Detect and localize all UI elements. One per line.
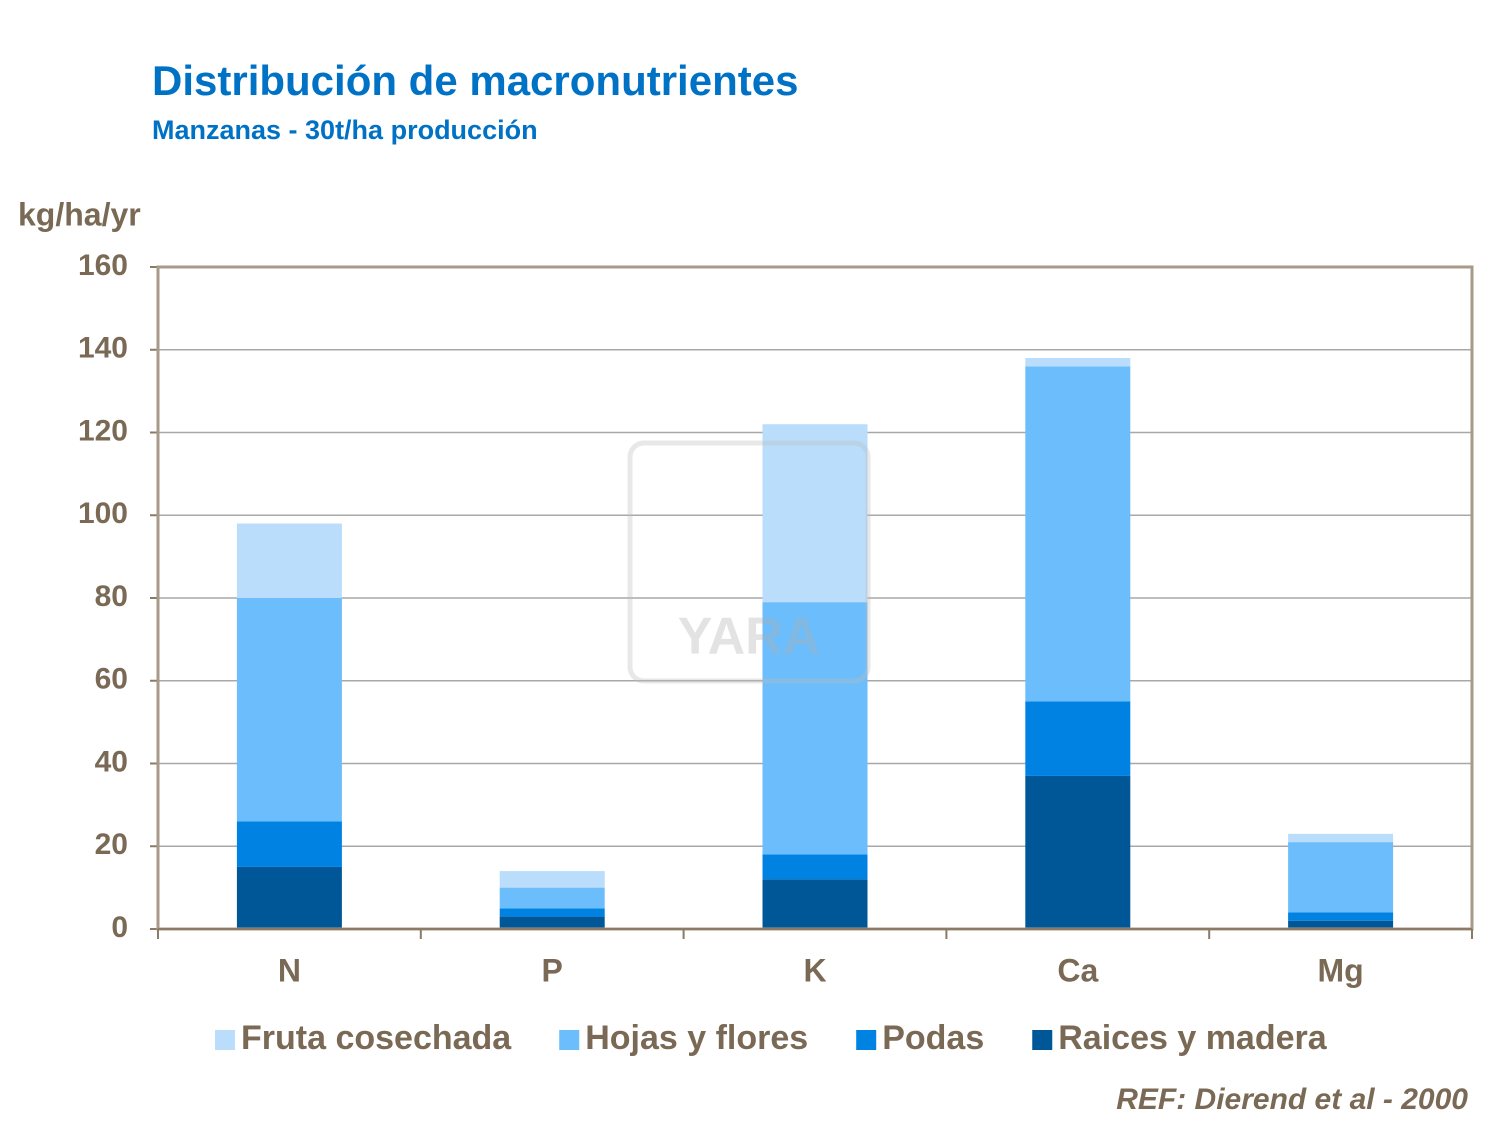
bar-segment — [762, 879, 868, 929]
watermark: YARA — [627, 440, 871, 684]
bar-segment — [1025, 775, 1131, 929]
legend-swatch — [215, 1030, 235, 1050]
x-tick-label: Ca — [1057, 952, 1098, 988]
source: REF: Dierend et al - 2000 — [1116, 1083, 1468, 1116]
y-tick-label: 60 — [95, 663, 128, 696]
watermark-text: YARA — [678, 608, 821, 666]
y-tick-label: 160 — [78, 249, 128, 282]
bar-segment — [1025, 366, 1131, 702]
bar-segment — [1288, 842, 1394, 913]
y-tick-label: 140 — [78, 332, 128, 365]
bar-segment — [1025, 701, 1131, 776]
legend-swatch — [1032, 1030, 1053, 1050]
legend-swatch — [856, 1030, 877, 1050]
bar-segment — [236, 598, 342, 822]
bar-segment — [1288, 912, 1394, 921]
y-tick-label: 120 — [78, 414, 128, 447]
legend-label: Hojas y flores — [585, 1019, 808, 1057]
y-tick-label: 80 — [95, 580, 128, 613]
legend-label: Raices y madera — [1058, 1019, 1327, 1057]
bar-segment — [499, 871, 605, 888]
bar-segment — [499, 908, 605, 917]
legend-swatch — [559, 1030, 580, 1050]
y-tick-label: 20 — [95, 828, 128, 861]
chart-subtitle: Manzanas - 30t/ha producción — [152, 115, 538, 145]
y-tick-label: 100 — [78, 497, 128, 530]
legend-label: Fruta cosechada — [241, 1019, 512, 1057]
bar-segment — [1288, 920, 1394, 929]
chart-title: Distribución de macronutrientes — [152, 57, 798, 104]
legend-label: Podas — [882, 1019, 984, 1057]
bar-segment — [499, 887, 605, 909]
bar-segment — [236, 523, 342, 598]
bar-segment — [499, 916, 605, 929]
x-tick-label: K — [803, 952, 826, 988]
bar-segment — [236, 821, 342, 867]
bar-segment — [762, 424, 868, 603]
y-tick-label: 40 — [95, 745, 128, 778]
x-tick-label: N — [278, 952, 301, 988]
bar-segment — [762, 854, 868, 880]
watermark-frame — [627, 440, 871, 684]
bar-segment — [762, 602, 868, 855]
x-tick-label: Mg — [1317, 952, 1363, 988]
y-axis-label: kg/ha/yr — [18, 196, 141, 232]
bar-segment — [1288, 833, 1394, 843]
bar-segment — [1025, 358, 1131, 367]
y-tick-label: 0 — [111, 911, 128, 944]
bar-segment — [236, 866, 342, 929]
x-tick-label: P — [542, 952, 563, 988]
